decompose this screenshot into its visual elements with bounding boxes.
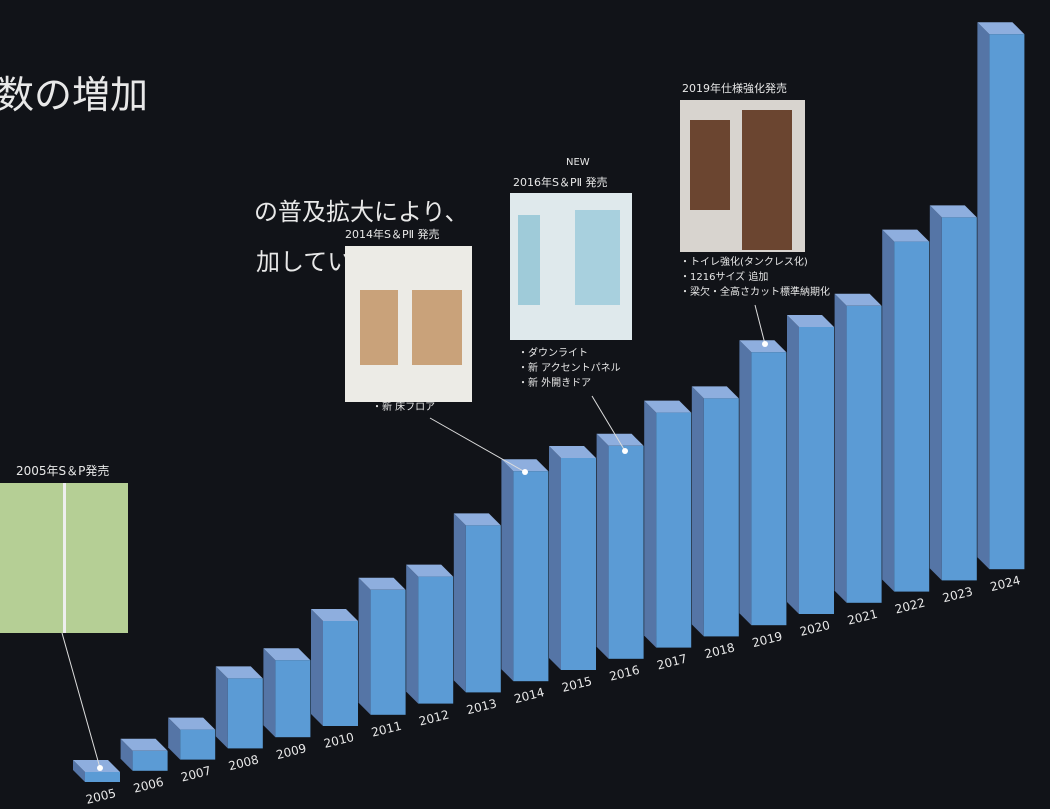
leader-line [429,417,526,473]
bar-top [453,513,501,526]
bar [85,772,120,782]
annotation-note: ・新 外開きドア [518,376,591,389]
image-panel [412,290,462,365]
bar [941,217,977,581]
image-panel [575,210,620,305]
bar-top [929,205,977,218]
bar-side [406,564,419,704]
bar-top [691,386,739,399]
annotation-note: ・梁欠・全高さカット標準納期化 [680,285,830,298]
bar-side [311,609,323,726]
bar-top [834,293,882,306]
bar-top [406,564,454,577]
bar-side [596,433,609,659]
leader-dot [622,448,628,454]
bar-top [596,433,644,446]
bar-side [977,22,990,570]
bar-side [168,717,181,760]
bar [799,327,834,614]
bar-side [215,666,228,749]
bar-top [739,340,787,353]
bar-top [549,446,596,458]
badge: NEW [566,157,590,168]
image-panel [742,110,792,250]
product-images [0,100,805,633]
bar-side [834,293,847,603]
bar-side [691,386,704,637]
leader-line [591,395,626,452]
bar-side [739,340,752,626]
bar-side [787,315,799,614]
bar-side [644,400,657,648]
leader-line [61,632,101,769]
leader-dot [762,341,768,347]
bar [227,678,263,749]
bar-side [73,760,85,782]
bar-side [120,738,133,771]
bar [989,34,1025,570]
annotation-note: ・1216サイズ 追加 [680,270,768,283]
image-panel [518,215,540,305]
annotation-note: ・新 床フロア [372,400,435,413]
bar-top [882,229,930,242]
bar [418,576,454,704]
annotation-note: ・トイレ強化(タンクレス化) [680,255,808,268]
bar-top [120,738,168,751]
annotation-label: 2019年仕様強化発売 [682,81,787,95]
bar-top [358,577,406,590]
bar [275,660,311,738]
chart-title: 数の増加 [0,73,148,117]
bar-side [453,513,466,693]
bar-side [501,459,514,682]
bar-top [215,666,263,679]
bar [894,241,930,592]
bar [656,412,692,648]
annotation-label: 2014年S＆PⅡ 発売 [345,227,440,241]
subtitle: の普及拡大により、 [254,198,469,226]
bar-side [358,577,371,715]
leader-line [754,304,766,345]
annotation-note: ・ダウンライト [518,346,588,359]
bar [513,471,549,682]
bar [180,729,216,760]
bar [703,398,739,637]
bar [465,525,501,693]
annotation-note: ・新 アクセントパネル [518,361,621,374]
image-panel [360,290,398,365]
bar-side [882,229,895,592]
bar [608,445,644,659]
leader-dot [97,765,103,771]
bar-top [644,400,692,413]
bar [846,305,882,603]
bar-top [263,648,311,661]
bar-top [977,22,1025,35]
bar [561,458,596,670]
bar [751,352,787,626]
annotation-label: 2005年S＆P発売 [16,463,109,478]
bar-side [929,205,942,581]
annotation-label: 2016年S＆PⅡ 発売 [513,175,608,189]
bar-side [549,446,561,670]
bar-top [168,717,216,730]
bar-top [501,459,549,472]
leader-dot [522,469,528,475]
bar-top [73,760,120,772]
image-panel [690,120,730,210]
bar-top [787,315,834,327]
bar [323,621,358,726]
bar-side [263,648,276,738]
bar [370,589,406,715]
image-divider [63,483,66,633]
bar-top [311,609,358,621]
bar [132,750,168,771]
